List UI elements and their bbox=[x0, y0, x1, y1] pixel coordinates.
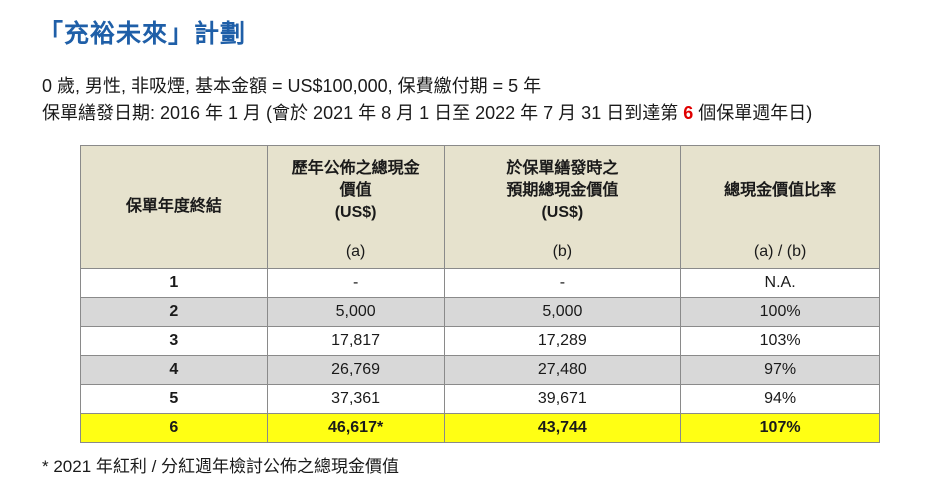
cell-ratio: 107% bbox=[680, 413, 880, 443]
policy-date-line: 保單繕發日期: 2016 年 1 月 (會於 2021 年 8 月 1 日至 2… bbox=[42, 99, 812, 125]
table-row-highlight: 6 46,617* 43,744 107% bbox=[80, 413, 880, 443]
cell-ratio: N.A. bbox=[680, 268, 880, 298]
cell-year: 5 bbox=[80, 384, 268, 414]
cell-a: 17,817 bbox=[266, 326, 445, 356]
cell-ratio: 103% bbox=[680, 326, 880, 356]
cell-a: 37,361 bbox=[266, 384, 445, 414]
table-row: 4 26,769 27,480 97% bbox=[80, 355, 880, 385]
cell-ratio: 94% bbox=[680, 384, 880, 414]
footnote: * 2021 年紅利 / 分紅週年檢討公佈之總現金價值 bbox=[42, 457, 400, 476]
header-declared-cash-value: 歷年公佈之總現金 價值 (US$) bbox=[266, 145, 445, 236]
cell-year: 6 bbox=[80, 413, 268, 443]
policy-summary: 0 歲, 男性, 非吸煙, 基本金額 = US$100,000, 保費繳付期 =… bbox=[42, 76, 542, 96]
cash-value-table: 保單年度終結 歷年公佈之總現金 價值 (US$) 於保單繕發時之 預期總現金價值… bbox=[80, 145, 880, 443]
cell-year: 3 bbox=[80, 326, 268, 356]
cell-ratio: 100% bbox=[680, 297, 880, 327]
header-sub-a: (a) bbox=[266, 236, 445, 269]
cell-b: 43,744 bbox=[443, 413, 682, 443]
header-cash-value-ratio: 總現金價值比率 bbox=[680, 145, 880, 236]
cell-year: 1 bbox=[80, 268, 268, 298]
anniversary-number: 6 bbox=[683, 103, 694, 123]
policy-date-text-end: 個保單週年日) bbox=[693, 103, 813, 123]
cell-b: 5,000 bbox=[443, 297, 682, 327]
cell-ratio: 97% bbox=[680, 355, 880, 385]
cell-b: 39,671 bbox=[443, 384, 682, 414]
cell-a: 5,000 bbox=[266, 297, 445, 327]
page-title: 「充裕未來」計劃 bbox=[38, 20, 247, 48]
cell-year: 2 bbox=[80, 297, 268, 327]
header-sub-ratio: (a) / (b) bbox=[680, 236, 880, 269]
table-row: 5 37,361 39,671 94% bbox=[80, 384, 880, 414]
table-row: 2 5,000 5,000 100% bbox=[80, 297, 880, 327]
header-policy-year-end: 保單年度終結 bbox=[80, 145, 268, 269]
cell-b: 17,289 bbox=[443, 326, 682, 356]
table-row: 1 - - N.A. bbox=[80, 268, 880, 298]
table-row: 3 17,817 17,289 103% bbox=[80, 326, 880, 356]
cell-a: 26,769 bbox=[266, 355, 445, 385]
cell-b: - bbox=[443, 268, 682, 298]
cell-a: - bbox=[266, 268, 445, 298]
cell-a: 46,617* bbox=[266, 413, 445, 443]
header-sub-b: (b) bbox=[443, 236, 682, 269]
cell-year: 4 bbox=[80, 355, 268, 385]
cell-b: 27,480 bbox=[443, 355, 682, 385]
header-expected-cash-value: 於保單繕發時之 預期總現金價值 (US$) bbox=[443, 145, 682, 236]
policy-date-text: 保單繕發日期: 2016 年 1 月 (會於 2021 年 8 月 1 日至 2… bbox=[42, 103, 684, 123]
